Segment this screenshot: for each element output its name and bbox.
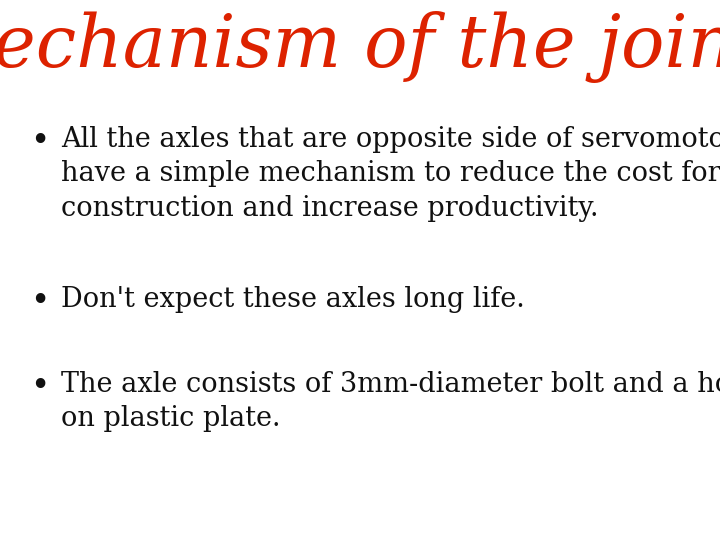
- Text: •: •: [30, 286, 49, 318]
- Text: on plastic plate.: on plastic plate.: [61, 406, 281, 433]
- Text: have a simple mechanism to reduce the cost for the: have a simple mechanism to reduce the co…: [61, 160, 720, 187]
- Text: The axle consists of 3mm-diameter bolt and a hole: The axle consists of 3mm-diameter bolt a…: [61, 370, 720, 397]
- Text: All the axles that are opposite side of servomotors: All the axles that are opposite side of …: [61, 126, 720, 153]
- Text: Mechanism of the joints: Mechanism of the joints: [0, 11, 720, 83]
- Text: •: •: [30, 370, 49, 403]
- Text: construction and increase productivity.: construction and increase productivity.: [61, 195, 599, 222]
- Text: Don't expect these axles long life.: Don't expect these axles long life.: [61, 286, 525, 313]
- Text: •: •: [30, 126, 49, 158]
